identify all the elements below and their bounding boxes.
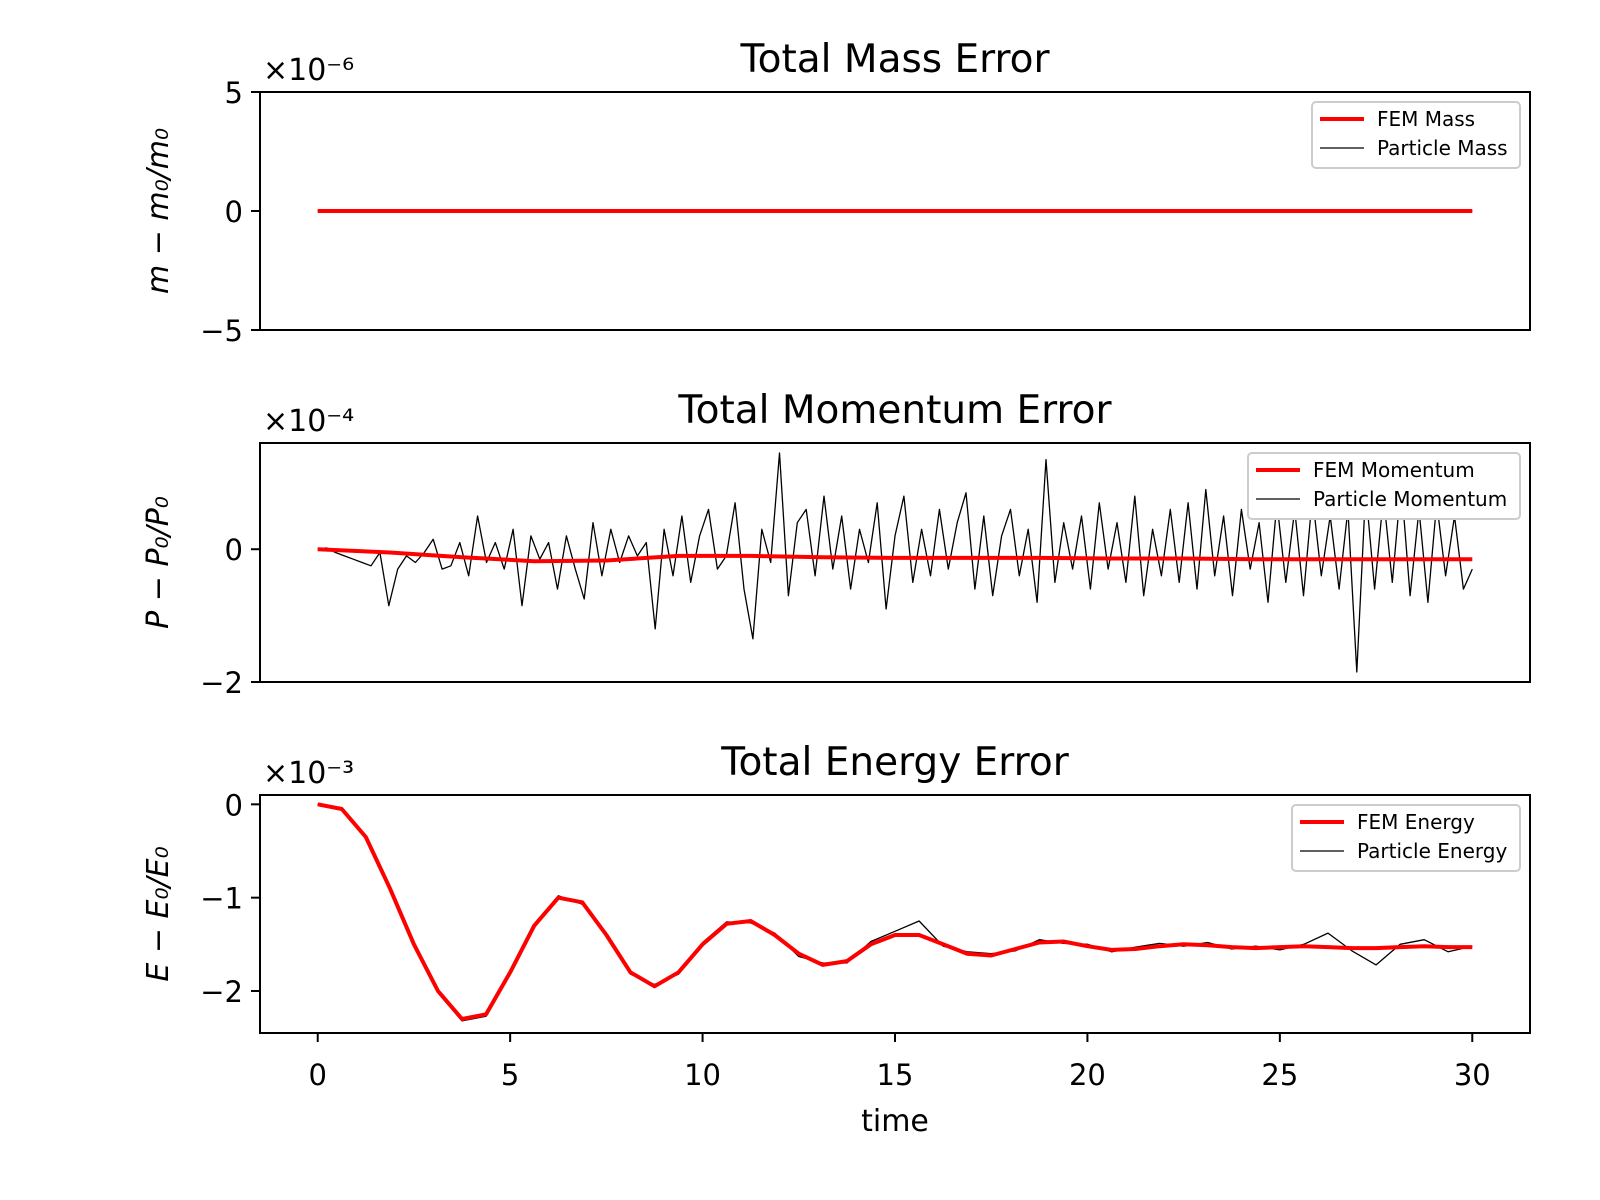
momentum-y-ticks: −2 0: [200, 533, 260, 700]
fem-series-line-1: [317, 547, 1473, 564]
x-tick-label-5: 25: [1261, 1058, 1298, 1092]
energy-legend-fem-label: FEM Energy: [1357, 810, 1475, 834]
energy-y-ticks: −2 −1 0: [200, 788, 260, 1009]
momentum-legend-fem-label: FEM Momentum: [1313, 458, 1475, 482]
mass-legend-particle-label: Particle Mass: [1377, 136, 1508, 160]
x-tick-label-4: 20: [1069, 1058, 1106, 1092]
mass-chart-title: Total Mass Error: [739, 37, 1050, 82]
y-tick-label-2-2: 0: [225, 788, 243, 822]
momentum-legend-particle-label: Particle Momentum: [1313, 487, 1507, 511]
momentum-axes-frame: [259, 442, 1531, 683]
mass-scale-factor: ×10⁻⁶: [263, 53, 354, 88]
energy-y-axis-label: E − E₀/E₀: [141, 846, 176, 981]
y-tick-label-0-2: 5: [225, 76, 243, 110]
energy-series-group: [317, 802, 1473, 1022]
mass-error-subplot: −5 0 5 Total Mass Error ×10⁻⁶ m − m₀/m₀ FE…: [141, 37, 1531, 348]
energy-chart-title: Total Energy Error: [720, 740, 1069, 785]
y-tick-label-2-1: −1: [200, 882, 243, 916]
y-tick-label-0-1: 0: [225, 195, 243, 229]
x-tick-label-1: 5: [501, 1058, 519, 1092]
x-tick-label-3: 15: [877, 1058, 914, 1092]
mass-y-ticks: −5 0 5: [200, 76, 260, 348]
momentum-error-subplot: −2 0 Total Momentum Error ×10⁻⁴ P − P₀/P₀…: [141, 388, 1531, 700]
momentum-series-group: [317, 452, 1473, 673]
x-tick-label-6: 30: [1454, 1058, 1491, 1092]
x-axis-label: time: [861, 1104, 929, 1139]
momentum-legend: FEM Momentum Particle Momentum: [1247, 452, 1521, 520]
energy-error-subplot: −2 −1 0 Total Energy Error ×10⁻³ E − E₀/E₀…: [141, 740, 1531, 1092]
mass-legend-fem-label: FEM Mass: [1377, 107, 1475, 131]
time-x-ticks: 0 5 10 15 20 25 30: [309, 1033, 1491, 1092]
energy-legend-particle-label: Particle Energy: [1357, 839, 1507, 863]
mass-legend: FEM Mass Particle Mass: [1311, 101, 1521, 169]
y-tick-label-1-0: −2: [200, 666, 243, 700]
x-tick-label-2: 10: [684, 1058, 721, 1092]
energy-legend: FEM Energy Particle Energy: [1291, 804, 1521, 872]
y-tick-label-2-0: −2: [200, 975, 243, 1009]
energy-scale-factor: ×10⁻³: [263, 756, 354, 791]
mass-y-axis-label: m − m₀/m₀: [141, 128, 176, 294]
momentum-chart-title: Total Momentum Error: [677, 388, 1112, 433]
energy-legend-box: [1291, 804, 1521, 872]
particle-series-line-1: [317, 452, 1473, 673]
momentum-y-axis-label: P − P₀/P₀: [141, 496, 176, 629]
y-tick-label-1-1: 0: [225, 533, 243, 567]
momentum-scale-factor: ×10⁻⁴: [263, 404, 354, 439]
y-tick-label-0-0: −5: [200, 314, 243, 348]
fem-series-line-2: [317, 802, 1473, 1021]
momentum-legend-box: [1247, 452, 1521, 520]
x-tick-label-0: 0: [309, 1058, 327, 1092]
